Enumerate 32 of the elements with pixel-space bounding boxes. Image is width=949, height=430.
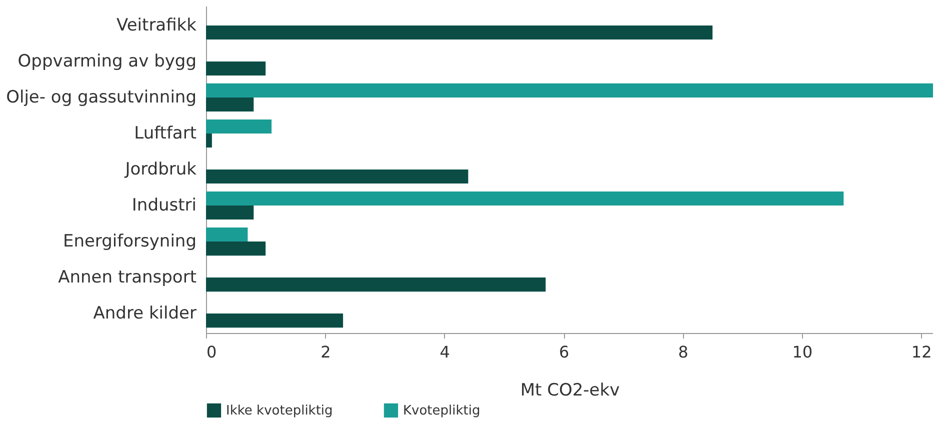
bar xyxy=(206,206,254,220)
y-tick-label: Oppvarming av bygg xyxy=(18,51,196,72)
y-tick-label: Veitrafikk xyxy=(116,15,197,36)
bar xyxy=(206,133,212,148)
bar xyxy=(206,119,272,134)
y-tick-label: Industri xyxy=(132,196,196,216)
bar xyxy=(206,242,266,256)
x-tick-label: 4 xyxy=(440,342,450,362)
x-tick-label: 0 xyxy=(206,342,217,362)
x-axis-title: Mt CO2-ekv xyxy=(520,380,620,400)
x-tick-label: 8 xyxy=(678,342,688,362)
bar xyxy=(206,278,546,292)
bar xyxy=(206,61,266,76)
legend-label: Ikke kvotepliktig xyxy=(226,403,333,418)
bar xyxy=(206,227,248,242)
x-tick-label: 2 xyxy=(320,342,331,362)
bar xyxy=(206,314,344,328)
x-tick-label: 12 xyxy=(911,342,932,362)
x-tick-label: 6 xyxy=(558,342,570,362)
bar xyxy=(206,97,254,112)
bar xyxy=(206,191,844,206)
y-tick-label: Energiforsyning xyxy=(62,232,196,252)
y-tick-label: Annen transport xyxy=(58,268,197,288)
y-tick-label: Olje- og gassutvinning xyxy=(6,87,196,108)
y-tick-label: Luftfart xyxy=(134,123,197,144)
bar xyxy=(206,170,468,184)
y-tick-label: Andre kilder xyxy=(93,304,196,324)
y-tick-label: Jordbruk xyxy=(124,160,197,180)
x-tick-label: 10 xyxy=(792,342,813,362)
legend-label: Kvotepliktig xyxy=(403,403,480,418)
bar xyxy=(206,83,933,98)
bar xyxy=(206,25,713,40)
